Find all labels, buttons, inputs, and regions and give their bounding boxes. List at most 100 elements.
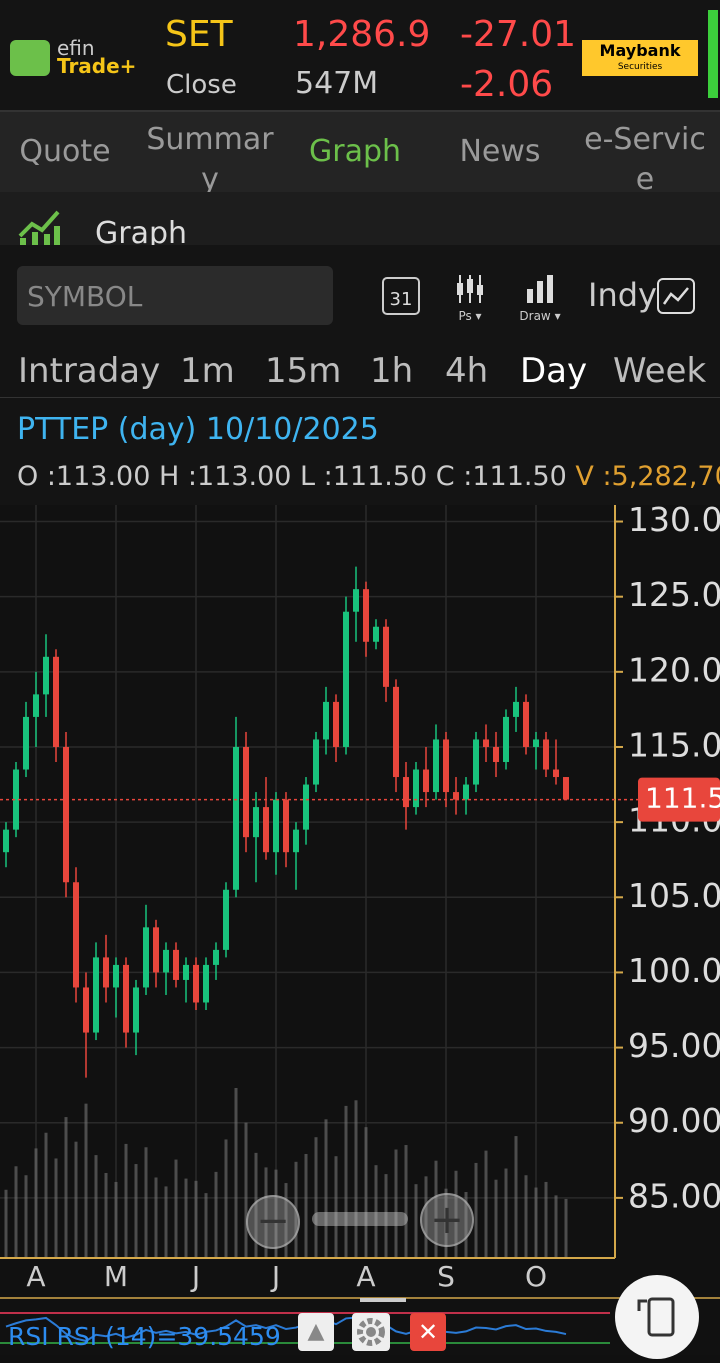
draw-icon <box>527 275 553 303</box>
x-tick-label: J <box>270 1260 280 1293</box>
candle-body <box>273 799 279 853</box>
period[interactable]: 4h <box>445 351 489 391</box>
volume-bar <box>534 1187 538 1258</box>
candle-body <box>173 949 179 980</box>
volume-bar <box>494 1179 498 1258</box>
candle-body <box>543 739 549 770</box>
zoom-in[interactable]: + <box>420 1193 474 1247</box>
zoom-out[interactable]: − <box>246 1195 300 1249</box>
toolbar: SYMBOL 31 Ps ▾ Draw ▾ Indy <box>0 245 720 345</box>
candle-body <box>3 829 9 853</box>
volume-bar <box>354 1100 358 1258</box>
y-tick-label: 130.00 <box>628 505 720 539</box>
tab[interactable]: Quote <box>19 134 111 169</box>
candle-body <box>393 686 399 778</box>
rsi-settings-button[interactable] <box>352 1313 390 1351</box>
ohlc: O :113.00 H :113.00 L :111.50 C :111.50 <box>17 461 567 492</box>
x-tick-label: S <box>437 1260 455 1293</box>
candle-body <box>143 927 149 988</box>
info-panel: PTTEP (day) 10/10/2025 O :113.00 H :113.… <box>0 398 720 505</box>
period[interactable]: 15m <box>265 351 342 391</box>
draw-button[interactable]: Draw ▾ <box>515 273 565 323</box>
candle-body <box>323 701 329 740</box>
candle-body <box>153 927 159 973</box>
y-tick-label: 105.00 <box>628 876 720 915</box>
y-tick-label: 125.00 <box>628 575 720 614</box>
volume-bar <box>164 1186 168 1258</box>
handle <box>360 1298 406 1302</box>
rsi-up-button[interactable]: ▲ <box>298 1313 334 1351</box>
volume-bar <box>194 1180 198 1258</box>
logo-bottom: Trade+ <box>57 54 137 78</box>
rotate-button[interactable] <box>615 1275 699 1359</box>
rsi-close-button[interactable]: ✕ <box>410 1313 446 1351</box>
candle-body <box>63 746 69 883</box>
volume-bar <box>4 1189 8 1258</box>
symbol-input[interactable]: SYMBOL <box>17 266 333 325</box>
candle-body <box>243 746 249 838</box>
tab[interactable]: e-Service <box>584 122 706 192</box>
ps-button[interactable]: Ps ▾ <box>450 273 490 323</box>
volume-bar <box>304 1153 308 1258</box>
x-tick-label: J <box>190 1260 200 1293</box>
section-title: Graph <box>95 216 188 245</box>
volume-bar <box>224 1139 228 1258</box>
period[interactable]: 1h <box>370 351 414 391</box>
x-tick-label: M <box>104 1260 128 1293</box>
volume-bar <box>414 1184 418 1258</box>
index-volume: 547M <box>295 66 379 101</box>
period[interactable]: Intraday <box>18 351 161 391</box>
tab[interactable]: News <box>459 134 541 169</box>
broker-sub: Securities <box>617 62 663 72</box>
y-tick-label: 115.00 <box>628 725 720 764</box>
candle-body <box>73 882 79 988</box>
candle-body <box>443 739 449 793</box>
status-bar <box>708 10 718 98</box>
y-tick-label: 120.00 <box>628 650 720 689</box>
volume-bar <box>404 1145 408 1258</box>
candle-body <box>133 987 139 1033</box>
indy-button[interactable]: Indy <box>588 276 657 314</box>
volume-bar <box>334 1156 338 1258</box>
candle-body <box>313 739 319 785</box>
candle-body <box>473 739 479 785</box>
volume-bar <box>504 1168 508 1258</box>
period[interactable]: Week <box>613 351 707 391</box>
period[interactable]: 1m <box>180 351 235 391</box>
volume-bar <box>484 1150 488 1258</box>
candle-body <box>283 799 289 853</box>
volume-bar <box>74 1141 78 1258</box>
header: efin Trade+ SET 1,286.9 -27.01 Close 547… <box>0 0 720 110</box>
tab-bar: Quote Summary Graph News e-Service <box>0 110 720 192</box>
candle-body <box>33 694 39 717</box>
broker-logo: Maybank Securities <box>582 40 698 76</box>
calendar-button[interactable]: 31 <box>382 277 420 315</box>
volume-bar <box>84 1103 88 1258</box>
volume-bar <box>524 1175 528 1258</box>
period-bar: Intraday 1m 15m 1h 4h Day Week <box>0 345 720 398</box>
x-tick-label: A <box>356 1260 375 1293</box>
candle-body <box>453 792 459 800</box>
y-tick-label: 95.00 <box>628 1026 720 1065</box>
period[interactable]: Day <box>520 351 588 391</box>
zoom-slider[interactable] <box>312 1212 408 1226</box>
volume-bar <box>544 1181 548 1258</box>
gear-icon <box>357 1318 385 1346</box>
candle-body <box>353 589 359 612</box>
tab[interactable]: Graph <box>308 134 402 169</box>
candle-body <box>423 769 429 793</box>
y-tick-label: 90.00 <box>628 1101 720 1140</box>
candle-body <box>183 964 189 980</box>
indy-icon[interactable] <box>657 278 695 314</box>
graph-icon <box>18 210 60 245</box>
volume-bar <box>184 1178 188 1258</box>
volume-bar <box>314 1137 318 1258</box>
candle-body <box>563 777 569 800</box>
candle-body <box>163 949 169 973</box>
candle-body <box>303 784 309 830</box>
candle-body <box>43 656 49 695</box>
tab[interactable]: Summary <box>146 122 274 192</box>
close-label: Close <box>166 70 237 100</box>
draw-text: Draw <box>519 309 551 323</box>
